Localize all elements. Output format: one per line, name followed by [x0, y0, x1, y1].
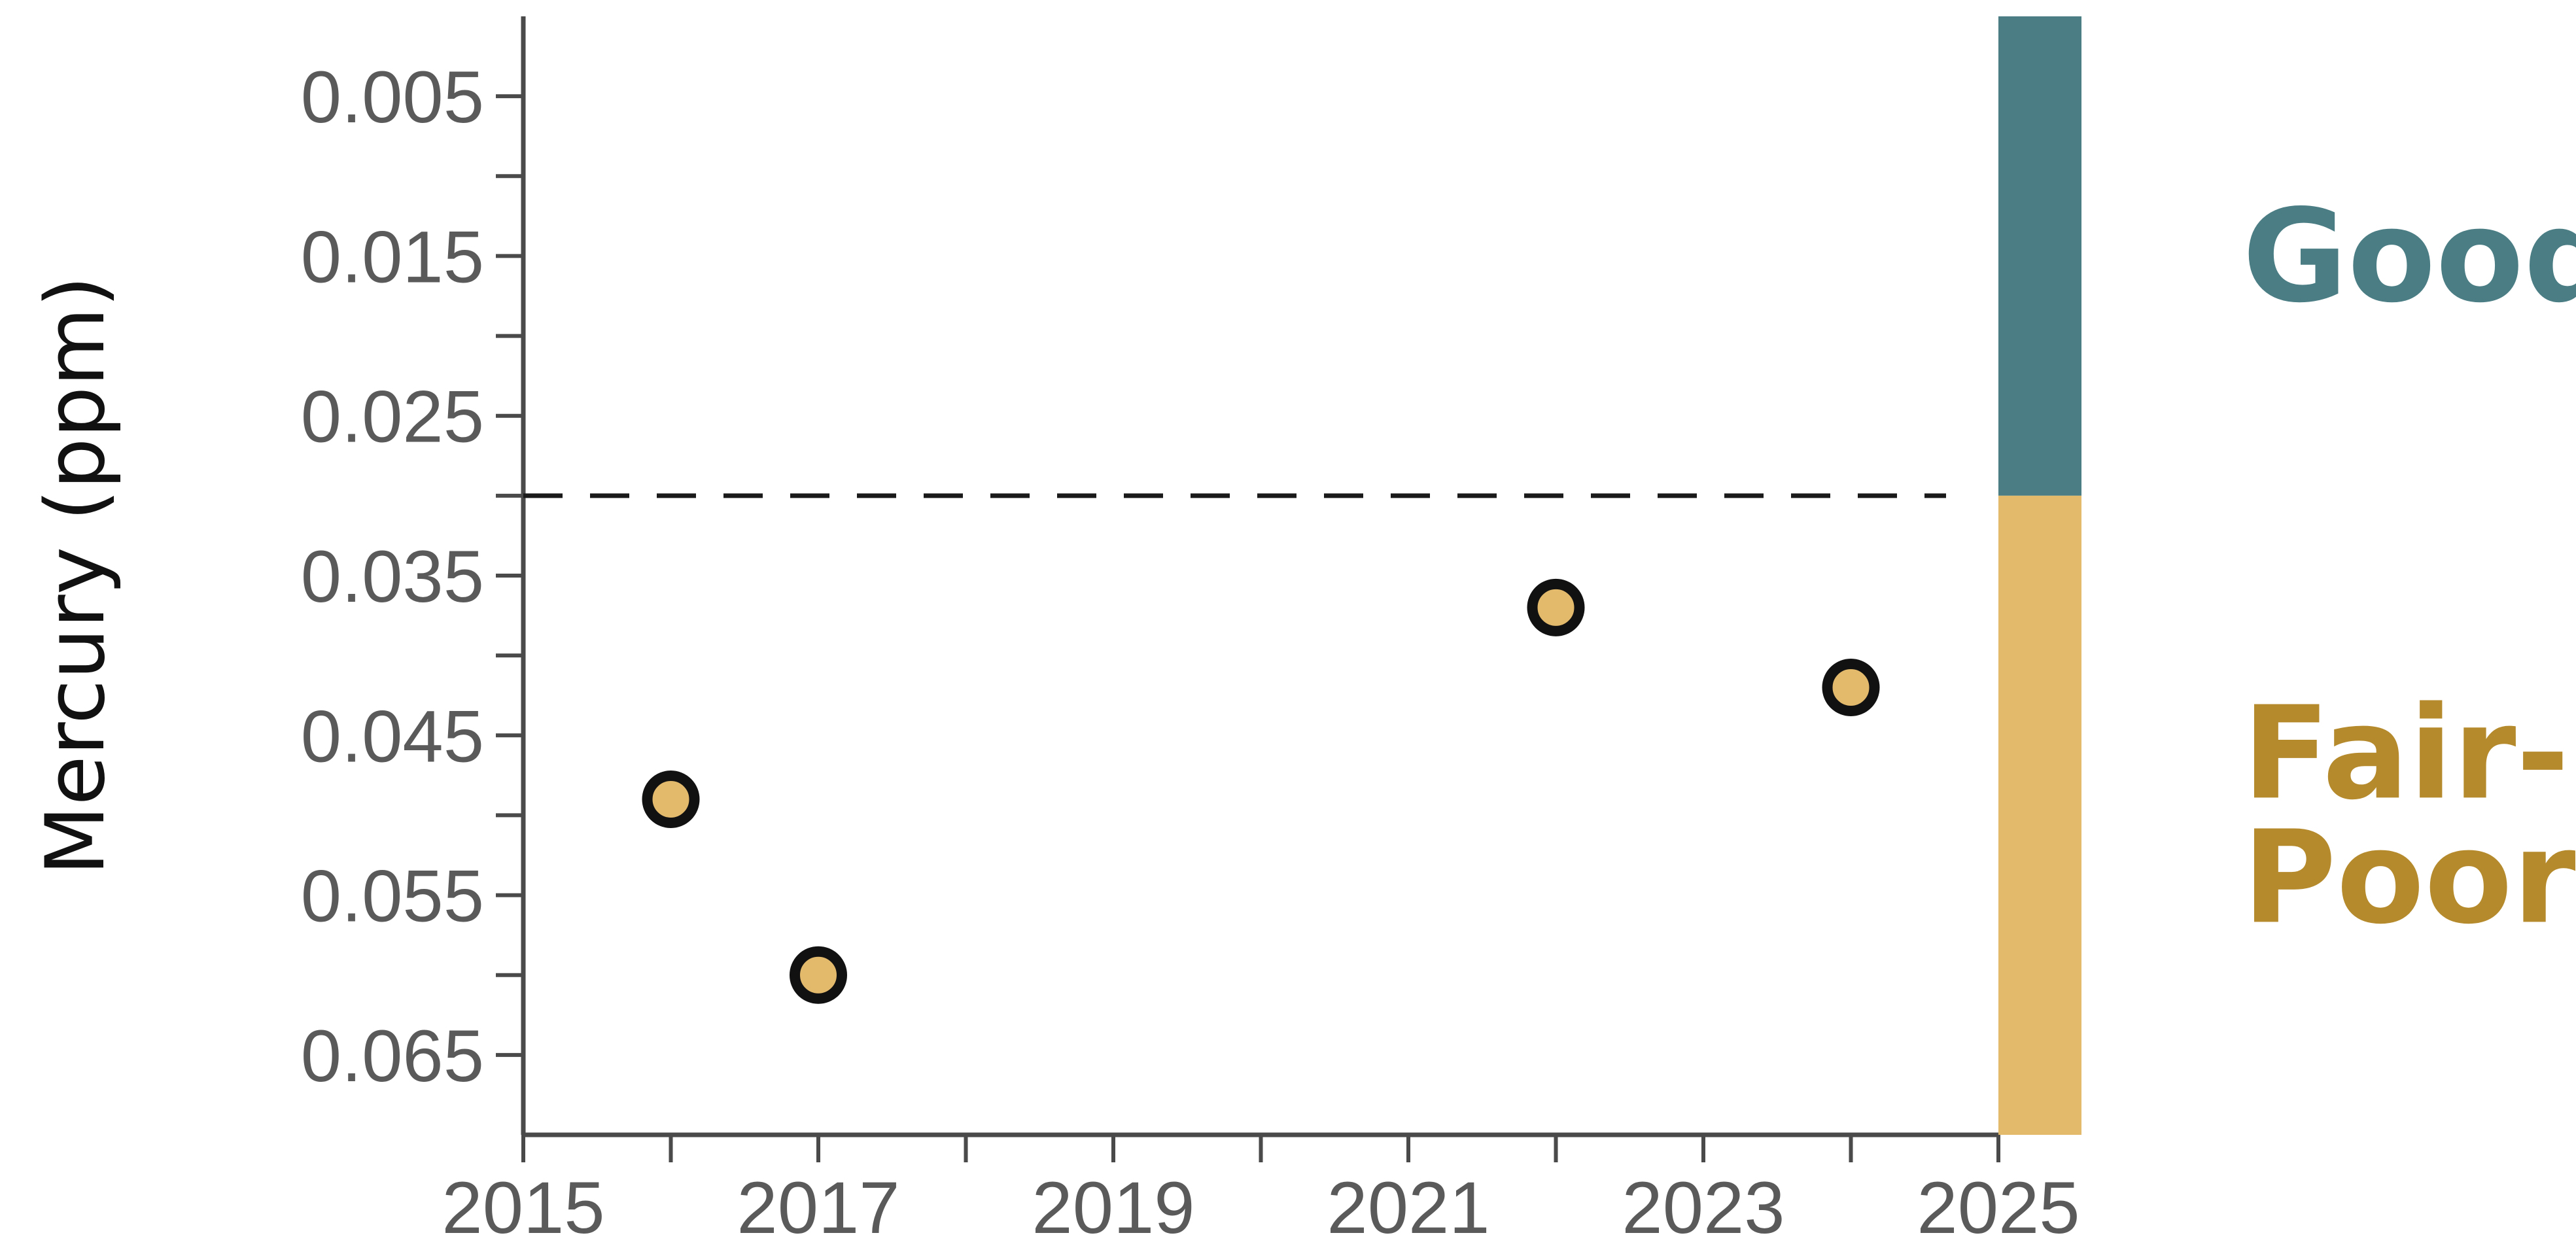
x-tick-label: 2015	[442, 1167, 604, 1248]
y-tick-label: 0.045	[301, 695, 484, 777]
x-tick-label: 2021	[1327, 1167, 1489, 1248]
y-tick-label: 0.055	[301, 856, 484, 937]
data-points	[642, 578, 1880, 1004]
x-tick-label: 2023	[1622, 1167, 1784, 1248]
band-label-fair-poor: Fair-Poor	[2242, 679, 2576, 952]
y-tick-label: 0.005	[301, 56, 484, 138]
band-label-line: Poor	[2242, 803, 2576, 952]
y-tick-label: 0.025	[301, 376, 484, 458]
band-good	[1998, 16, 2081, 496]
axes	[521, 16, 1998, 1137]
band-fair-poor	[1998, 495, 2081, 1135]
y-tick-label: 0.035	[301, 536, 484, 617]
y-tick-label: 0.065	[301, 1015, 484, 1097]
band-label-line: Good	[2242, 182, 2576, 331]
labels: Mercury (ppm)	[29, 275, 123, 875]
data-point	[790, 946, 847, 1004]
data-point	[1822, 659, 1880, 716]
x-tick-label: 2019	[1032, 1167, 1194, 1248]
data-point	[642, 771, 700, 828]
quality-bands: Good Fair-Poor	[1998, 16, 2576, 1135]
band-label-good: Good	[2242, 182, 2576, 331]
band-label-line: Fair-	[2242, 679, 2569, 828]
x-tick-label: 2017	[737, 1167, 899, 1248]
y-tick-label: 0.015	[301, 216, 484, 298]
data-point	[1527, 578, 1585, 636]
y-axis-label: Mercury (ppm)	[29, 275, 123, 875]
ticks: 0.005 0.015 0.025 0.035 0.045 0.055 0.065 2015 2…	[301, 56, 2080, 1248]
x-tick-label: 2025	[1917, 1167, 2080, 1248]
